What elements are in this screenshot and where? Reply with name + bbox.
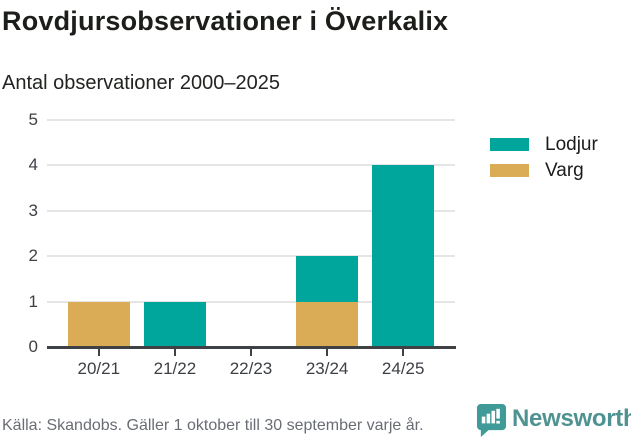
x-tick-label-20-21: 20/21 xyxy=(77,359,121,378)
gridline-y5 xyxy=(47,119,455,121)
plot-area xyxy=(47,119,455,347)
bar-varg-23-24 xyxy=(296,301,359,347)
x-tick-label-21-22: 21/22 xyxy=(153,359,197,378)
y-tick-label-1: 1 xyxy=(28,291,38,311)
bar-lodjur-24-25 xyxy=(372,165,435,347)
y-tick-label-0: 0 xyxy=(28,337,38,356)
page-title: Rovdjursobservationer i Överkalix xyxy=(2,6,449,36)
newsworthy-wordmark: Newsworthy xyxy=(512,405,631,432)
legend-label-lodjur: Lodjur xyxy=(545,133,598,155)
chart-subtitle: Antal observationer 2000–2025 xyxy=(2,72,280,94)
legend-label-varg: Varg xyxy=(545,159,584,181)
x-tick-label-22-23: 22/23 xyxy=(229,359,273,378)
gridline-y3 xyxy=(47,209,455,212)
source-note: Källa: Skandobs. Gäller 1 oktober till 3… xyxy=(2,417,424,434)
legend-swatch-varg xyxy=(490,164,529,177)
y-tick-label-5: 5 xyxy=(28,110,38,129)
gridline-y1 xyxy=(47,300,455,303)
newsworthy-logo: Newsworthy xyxy=(476,403,631,437)
x-tick-24-25 xyxy=(402,349,405,356)
gridline-y4 xyxy=(47,164,455,167)
x-tick-20-21 xyxy=(97,349,100,356)
x-tick-label-23-24: 23/24 xyxy=(305,359,349,378)
chart-legend: Lodjur Varg xyxy=(490,132,598,184)
newsworthy-speech-bubble-bar-chart-icon xyxy=(476,404,507,437)
x-tick-21-22 xyxy=(173,349,176,356)
legend-item-varg: Varg xyxy=(490,158,598,183)
x-axis-line xyxy=(47,346,456,349)
x-tick-22-23 xyxy=(250,349,252,356)
x-tick-23-24 xyxy=(326,349,329,356)
y-tick-label-4: 4 xyxy=(28,155,38,175)
bar-lodjur-23-24 xyxy=(296,256,359,302)
bar-lodjur-21-22 xyxy=(143,301,206,347)
bar-varg-20-21 xyxy=(67,301,130,347)
legend-swatch-lodjur xyxy=(490,138,529,151)
x-tick-label-24-25: 24/25 xyxy=(381,359,425,378)
legend-item-lodjur: Lodjur xyxy=(490,132,598,157)
gridline-y2 xyxy=(47,255,455,258)
y-tick-label-3: 3 xyxy=(28,200,38,220)
y-tick-label-2: 2 xyxy=(28,246,38,266)
